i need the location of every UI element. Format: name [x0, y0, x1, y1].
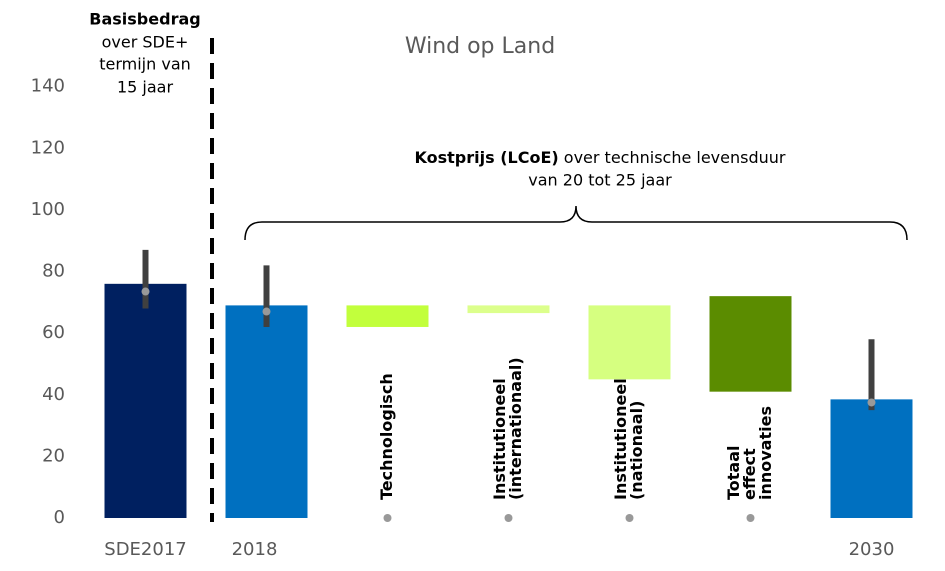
bar	[467, 305, 550, 314]
y-tick-label: 140	[31, 76, 65, 97]
y-tick-label: 60	[42, 322, 65, 343]
y-tick-label: 40	[42, 384, 65, 405]
chart-title: Wind op Land	[405, 34, 555, 59]
point	[262, 307, 271, 316]
bar	[830, 399, 913, 518]
annotation: van 20 tot 25 jaar	[528, 171, 672, 190]
annotation: termijn van	[99, 55, 191, 74]
x-tick-label: 2018	[232, 539, 278, 560]
bar	[225, 305, 308, 518]
bar-label: Institutioneel	[490, 378, 509, 500]
annotation: 15 jaar	[117, 78, 174, 97]
bar	[346, 305, 429, 327]
bar-label: effect	[740, 448, 759, 500]
y-tick-label: 120	[31, 137, 65, 158]
x-tick-label: 2030	[849, 539, 895, 560]
bar-label: Institutioneel	[611, 378, 630, 500]
point	[504, 514, 513, 522]
annotation: over SDE+	[102, 33, 189, 52]
y-tick-label: 0	[54, 507, 65, 528]
annotation: Kostprijs (LCoE) over technische levensd…	[415, 148, 786, 167]
annotation-bold: Kostprijs (LCoE)	[415, 148, 559, 167]
bar	[709, 296, 792, 392]
bar	[104, 283, 187, 518]
y-tick-label: 20	[42, 445, 65, 466]
x-tick-label: SDE2017	[104, 539, 186, 560]
y-tick-label: 100	[31, 199, 65, 220]
bar-label: Technologisch	[377, 373, 396, 500]
point	[746, 514, 755, 522]
point	[625, 514, 634, 522]
bar-label: innovaties	[756, 406, 775, 500]
point	[141, 287, 150, 296]
bar	[588, 305, 671, 380]
bar-label: (internationaal)	[506, 357, 525, 500]
annotation: Basisbedrag	[89, 10, 200, 29]
point	[383, 514, 392, 522]
bar-label: (nationaal)	[627, 401, 646, 500]
bar-label: Totaal	[724, 445, 743, 500]
point	[867, 398, 876, 407]
annotation-text: over technische levensduur	[564, 148, 786, 167]
brace	[244, 205, 908, 241]
y-tick-label: 80	[42, 261, 65, 282]
